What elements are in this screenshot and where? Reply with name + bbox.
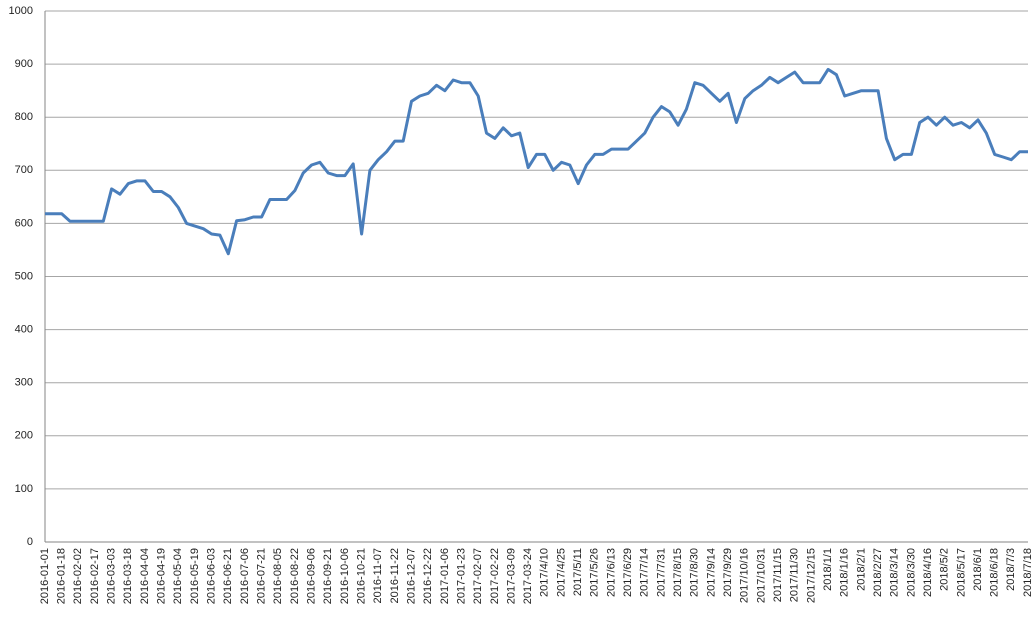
x-tick-label: 2017/7/14	[639, 548, 651, 597]
x-tick-label: 2016-11-22	[389, 548, 401, 603]
x-tick-label: 2016-08-05	[272, 548, 284, 604]
x-tick-label: 2016-01-18	[56, 548, 68, 604]
x-tick-label: 2017-02-22	[489, 548, 501, 604]
x-tick-label: 2016-04-19	[156, 548, 168, 604]
x-tick-label: 2016-01-01	[39, 548, 51, 604]
x-tick-label: 2018/1/16	[839, 548, 851, 597]
x-tick-label: 2016-08-22	[289, 548, 301, 604]
x-tick-label: 2016-11-07	[372, 548, 384, 603]
x-tick-label: 2016-07-21	[255, 548, 267, 604]
x-tick-label: 2016-04-04	[139, 548, 151, 604]
x-tick-label: 2017-03-24	[522, 548, 534, 604]
x-tick-label: 2017/8/30	[689, 548, 701, 597]
x-tick-label: 2016-02-02	[72, 548, 84, 604]
x-tick-label: 2018/6/18	[989, 548, 1001, 597]
x-tick-label: 2016-03-03	[106, 548, 118, 604]
x-tick-label: 2017/4/10	[539, 548, 551, 597]
x-tick-label: 2017/5/26	[589, 548, 601, 597]
x-tick-label: 2017/12/15	[805, 548, 817, 603]
x-tick-label: 2016-12-22	[422, 548, 434, 604]
y-tick-label: 1000	[9, 5, 33, 17]
x-tick-label: 2017/9/29	[722, 548, 734, 597]
y-tick-label: 100	[15, 483, 33, 495]
x-tick-label: 2017/9/14	[705, 548, 717, 597]
x-tick-label: 2018/5/17	[955, 548, 967, 597]
x-tick-label: 2017/10/16	[739, 548, 751, 603]
x-tick-label: 2017/4/25	[555, 548, 567, 597]
x-tick-label: 2018/6/1	[972, 548, 984, 591]
x-tick-label: 2018/4/16	[922, 548, 934, 597]
x-tick-label: 2016-10-21	[355, 548, 367, 604]
x-tick-label: 2016-09-21	[322, 548, 334, 604]
x-tick-label: 2016-12-07	[405, 548, 417, 604]
x-tick-label: 2017-01-06	[439, 548, 451, 604]
y-tick-label: 400	[15, 324, 33, 336]
y-tick-label: 500	[15, 270, 33, 282]
x-tick-label: 2018/7/18	[1022, 548, 1034, 597]
x-tick-label: 2018/1/1	[822, 548, 834, 591]
x-tick-label: 2018/2/27	[872, 548, 884, 597]
x-tick-label: 2017/10/31	[755, 548, 767, 603]
x-tick-label: 2016-07-06	[239, 548, 251, 604]
x-tick-label: 2018/3/14	[889, 548, 901, 597]
x-tick-label: 2017/6/29	[622, 548, 634, 597]
x-tick-label: 2018/5/2	[939, 548, 951, 591]
y-tick-label: 200	[15, 430, 33, 442]
x-tick-label: 2017/11/15	[772, 548, 784, 602]
x-tick-label: 2018/7/3	[1005, 548, 1017, 591]
x-tick-label: 2016-10-06	[339, 548, 351, 604]
x-tick-label: 2018/3/30	[905, 548, 917, 597]
x-tick-label: 2016-09-06	[305, 548, 317, 604]
x-tick-label: 2016-02-17	[89, 548, 101, 604]
x-tick-label: 2017/7/31	[655, 548, 667, 597]
x-tick-label: 2016-06-03	[206, 548, 218, 604]
x-tick-label: 2017/6/13	[605, 548, 617, 597]
x-tick-label: 2017-01-23	[455, 548, 467, 604]
x-tick-label: 2017/11/30	[789, 548, 801, 602]
x-tick-label: 2017-02-07	[472, 548, 484, 604]
y-tick-label: 700	[15, 164, 33, 176]
y-tick-label: 800	[15, 111, 33, 123]
x-tick-label: 2017/5/11	[572, 548, 584, 596]
x-tick-label: 2017-03-09	[505, 548, 517, 604]
y-tick-label: 600	[15, 217, 33, 229]
y-tick-label: 300	[15, 377, 33, 389]
data-line	[45, 67, 1028, 256]
x-tick-label: 2018/2/1	[855, 548, 867, 591]
y-tick-label: 0	[27, 536, 33, 548]
x-tick-label: 2016-03-18	[122, 548, 134, 604]
x-tick-label: 2016-05-19	[189, 548, 201, 604]
x-tick-label: 2017/8/15	[672, 548, 684, 597]
x-tick-label: 2016-05-04	[172, 548, 184, 604]
x-tick-label: 2016-06-21	[222, 548, 234, 604]
y-tick-label: 900	[15, 58, 33, 70]
